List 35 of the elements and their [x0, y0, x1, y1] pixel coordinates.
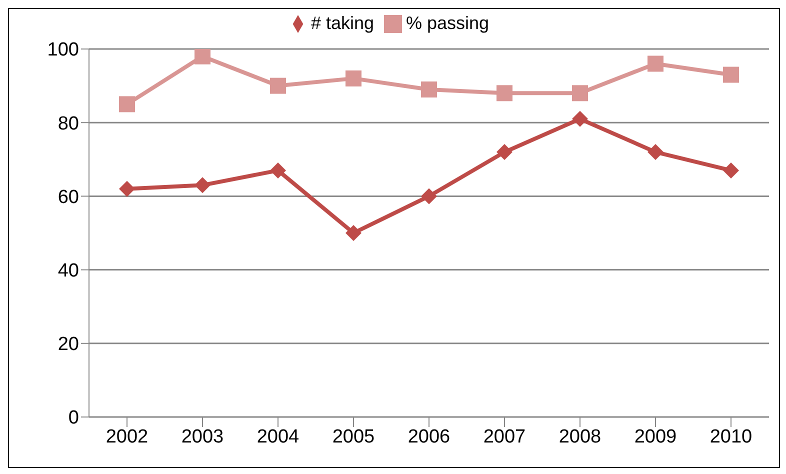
- legend-label: # taking: [310, 13, 374, 33]
- y-tick-label: 20: [58, 334, 79, 356]
- point: [270, 162, 286, 178]
- point: [723, 162, 739, 178]
- point: [346, 225, 362, 241]
- x-tick-label: 2003: [181, 426, 224, 448]
- x-tick-label: 2010: [710, 426, 752, 448]
- point: [119, 96, 135, 112]
- x-tick-label: 2007: [483, 426, 526, 448]
- point: [496, 85, 512, 102]
- x-tick-label: 2008: [558, 426, 602, 448]
- point: [194, 49, 210, 64]
- point: [648, 144, 664, 160]
- y-tick-label: 100: [47, 40, 79, 61]
- point: [421, 188, 437, 204]
- x-tick-label: 2002: [106, 426, 148, 448]
- point: [723, 66, 739, 83]
- y-tick-label: 40: [58, 260, 79, 282]
- point: [119, 180, 135, 197]
- point: [346, 70, 362, 86]
- point: [572, 85, 588, 102]
- y-tick-label: 0: [68, 408, 79, 429]
- point: [194, 177, 210, 194]
- point: [270, 78, 286, 94]
- x-tick-label: 2009: [634, 426, 677, 448]
- point: [572, 110, 588, 127]
- y-tick-label: 60: [58, 186, 79, 208]
- legend-label: % passing: [406, 13, 490, 33]
- x-tick-label: 2004: [256, 426, 300, 448]
- point: [421, 81, 437, 98]
- y-tick-label: 80: [58, 113, 79, 134]
- point: [648, 56, 664, 72]
- x-tick-label: 2005: [332, 426, 375, 448]
- point: [496, 144, 512, 160]
- x-tick-label: 2006: [408, 426, 450, 448]
